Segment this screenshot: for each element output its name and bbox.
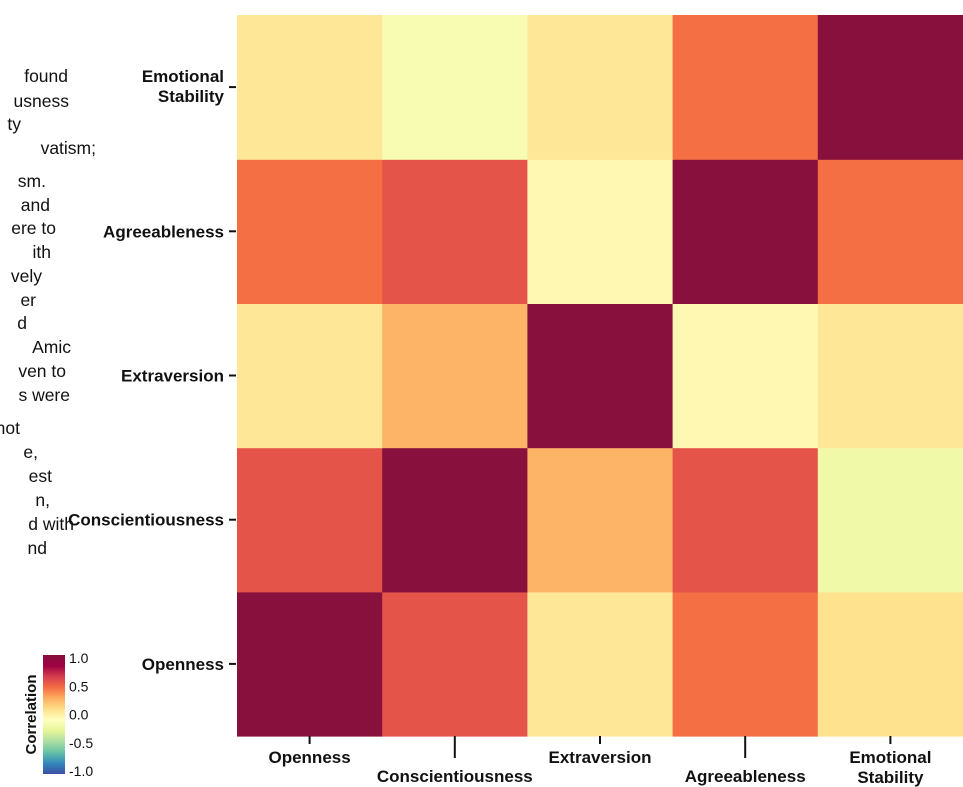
body-text-fragment: er	[20, 290, 36, 310]
heatmap-cell-openness-agreeableness	[672, 591, 819, 737]
heatmap-cell-conscientiousness-agreeableness	[672, 447, 819, 593]
heatmap-cell-emotional-stability-emotional-stability	[817, 15, 963, 160]
x-tick-label-extraversion: Extraversion	[549, 748, 652, 767]
heatmap-cell-emotional-stability-extraversion	[527, 15, 674, 160]
body-text-fragment: ven to	[18, 361, 66, 381]
y-tick-label-conscientiousness: Conscientiousness	[68, 511, 224, 530]
heatmap-cell-extraversion-agreeableness	[672, 303, 819, 449]
heatmap-cell-emotional-stability-conscientiousness	[382, 15, 528, 160]
heatmap-cell-extraversion-extraversion	[527, 303, 674, 449]
heatmap-cell-emotional-stability-agreeableness	[672, 15, 819, 160]
body-text-fragment: est	[28, 466, 52, 486]
heatmap-cell-openness-conscientiousness	[382, 591, 528, 737]
colorbar-tick-label: -1.0	[69, 763, 93, 779]
heatmap-cell-extraversion-emotional-stability	[817, 303, 963, 449]
body-text-fragment: ere to	[11, 218, 56, 238]
x-tick-label-emotional-stability: Emotional Stability	[849, 748, 931, 787]
y-tick-label-emotional-stability: Emotional Stability	[142, 67, 225, 106]
heatmap-cell-conscientiousness-extraversion	[527, 447, 674, 593]
heatmap-cell-agreeableness-openness	[237, 159, 383, 304]
colorbar-tick-label: 0.5	[69, 678, 89, 694]
heatmap-cell-openness-openness	[237, 591, 383, 737]
body-text-fragment: n,	[35, 490, 50, 510]
body-text-fragment: s were	[18, 385, 70, 405]
x-tick-label-openness: Openness	[268, 748, 350, 767]
cropped-body-text: found usness ty vatism; sm. and ere to ith vely e…	[0, 0, 232, 640]
x-tick-label-conscientiousness: Conscientiousness	[377, 767, 533, 786]
x-tick-label-agreeableness: Agreeableness	[685, 767, 806, 786]
body-text-fragment: not	[0, 418, 20, 438]
y-tick-label-openness: Openness	[142, 655, 224, 674]
body-text-fragment: d with	[28, 514, 74, 534]
colorbar-tick-label: -0.5	[69, 735, 93, 751]
y-tick-label-agreeableness: Agreeableness	[103, 222, 224, 241]
heatmap-cell-openness-extraversion	[527, 591, 674, 737]
body-text-fragment: and	[20, 195, 50, 215]
colorbar-gradient	[43, 655, 65, 774]
body-text-fragment: e,	[23, 442, 38, 462]
heatmap-cell-agreeableness-extraversion	[527, 159, 674, 304]
body-text-fragment: ith	[32, 242, 51, 262]
heatmap-cell-extraversion-conscientiousness	[382, 303, 528, 449]
body-text-fragment: ty	[7, 114, 21, 134]
body-text-fragment: vatism;	[40, 138, 96, 158]
body-text-fragment: nd	[27, 538, 47, 558]
colorbar-label: Correlation	[23, 674, 40, 754]
heatmap-cell-openness-emotional-stability	[817, 591, 963, 737]
body-text-fragment: d	[17, 313, 27, 333]
heatmap-cell-agreeableness-agreeableness	[672, 159, 819, 304]
colorbar-tick-label: 1.0	[69, 650, 89, 666]
colorbar-tick-label: 0.0	[69, 707, 89, 723]
heatmap-cell-extraversion-openness	[237, 303, 383, 449]
heatmap-cell-conscientiousness-emotional-stability	[817, 447, 963, 593]
body-text-fragment: Amic	[32, 337, 71, 357]
heatmap-cell-conscientiousness-openness	[237, 447, 383, 593]
heatmap-cell-agreeableness-emotional-stability	[817, 159, 963, 304]
y-tick-label-extraversion: Extraversion	[121, 367, 224, 386]
heatmap-cell-conscientiousness-conscientiousness	[382, 447, 528, 593]
body-text-fragment: vely	[10, 266, 42, 286]
heatmap-cell-agreeableness-conscientiousness	[382, 159, 528, 304]
body-text-fragment: sm.	[17, 171, 46, 191]
body-text-fragment: usness	[13, 91, 69, 111]
heatmap-cell-emotional-stability-openness	[237, 15, 383, 160]
body-text-fragment: found	[24, 66, 68, 86]
